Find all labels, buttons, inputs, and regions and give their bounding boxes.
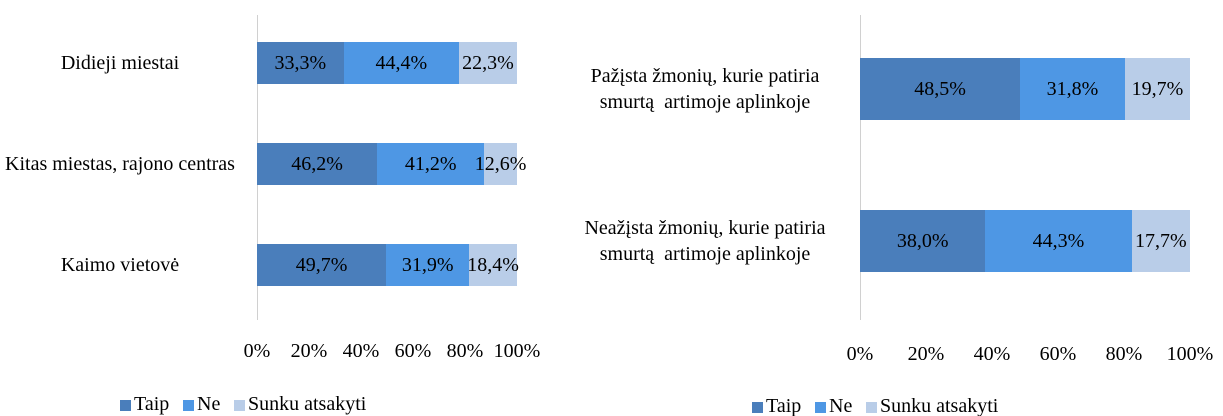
- x-tick-label: 60%: [1039, 343, 1077, 365]
- bar-segment: 12,6%: [475, 143, 526, 185]
- legend-swatch: [120, 400, 131, 411]
- value-label: 12,6%: [474, 152, 527, 175]
- x-tick-label: 20%: [290, 340, 328, 362]
- category-label: Pažįsta žmonių, kurie patiria smurtą art…: [590, 65, 825, 113]
- value-label: 48,5%: [914, 77, 966, 100]
- x-tick-label: 100%: [1166, 343, 1214, 365]
- x-tick-label: 60%: [394, 340, 432, 362]
- legend-label: Taip: [766, 395, 802, 416]
- category-label: Didieji miestai: [60, 52, 180, 74]
- legend-label: Ne: [197, 393, 221, 415]
- x-tick-label: 40%: [342, 340, 380, 362]
- x-tick-label: 20%: [907, 343, 945, 365]
- value-label: 18,4%: [467, 253, 519, 276]
- x-tick-label: 80%: [446, 340, 484, 362]
- x-tick-label: 0%: [846, 343, 874, 365]
- category-label: Kitas miestas, rajono centras: [5, 153, 235, 175]
- x-tick-label: 40%: [973, 343, 1011, 365]
- value-label: 44,4%: [375, 51, 428, 74]
- legend-swatch: [815, 402, 826, 413]
- x-tick-label: 100%: [493, 340, 541, 362]
- x-tick-label: 0%: [243, 340, 271, 362]
- bar-segment: 22,3%: [459, 42, 517, 84]
- legend-label: Sunku atsakyti: [248, 393, 367, 415]
- bar-segment: 41,2%: [377, 143, 485, 185]
- bar-segment: 31,9%: [386, 244, 470, 286]
- bar-segment: 17,7%: [1131, 210, 1190, 272]
- legend-label: Taip: [134, 393, 170, 415]
- bar-segment: 49,7%: [257, 244, 387, 286]
- bar-segment: 31,8%: [1020, 58, 1125, 120]
- value-label: 44,3%: [1032, 229, 1085, 252]
- legend-label: Sunku atsakyti: [880, 395, 999, 416]
- value-label: 33,3%: [274, 51, 327, 74]
- bar-segment: 19,7%: [1124, 58, 1190, 120]
- bar-segment: 46,2%: [257, 143, 378, 185]
- value-label: 19,7%: [1131, 77, 1184, 100]
- legend-label: Ne: [829, 395, 853, 416]
- bar-segment: 44,3%: [985, 210, 1132, 272]
- x-tick-label: 80%: [1105, 343, 1143, 365]
- value-label: 49,7%: [295, 253, 348, 276]
- value-label: 31,9%: [401, 253, 454, 276]
- bar-segment: 33,3%: [257, 42, 344, 84]
- value-label: 31,8%: [1046, 77, 1099, 100]
- value-label: 22,3%: [462, 51, 514, 74]
- bar-segment: 44,4%: [343, 42, 460, 84]
- value-label: 17,7%: [1134, 229, 1187, 252]
- bar-segment: 48,5%: [860, 58, 1021, 120]
- legend-swatch: [866, 402, 877, 413]
- category-label: Kaimo vietovė: [60, 254, 180, 276]
- bar-segment: 18,4%: [467, 244, 519, 286]
- value-label: 38,0%: [896, 229, 949, 252]
- legend-swatch: [183, 400, 194, 411]
- bar-segment: 38,0%: [860, 210, 986, 272]
- value-label: 41,2%: [404, 152, 457, 175]
- axis-line: [860, 15, 861, 320]
- category-label: Neažįsta žmonių, kurie patiria smurtą ar…: [584, 217, 831, 265]
- value-label: 46,2%: [291, 152, 343, 175]
- legend-swatch: [234, 400, 245, 411]
- legend-swatch: [752, 402, 763, 413]
